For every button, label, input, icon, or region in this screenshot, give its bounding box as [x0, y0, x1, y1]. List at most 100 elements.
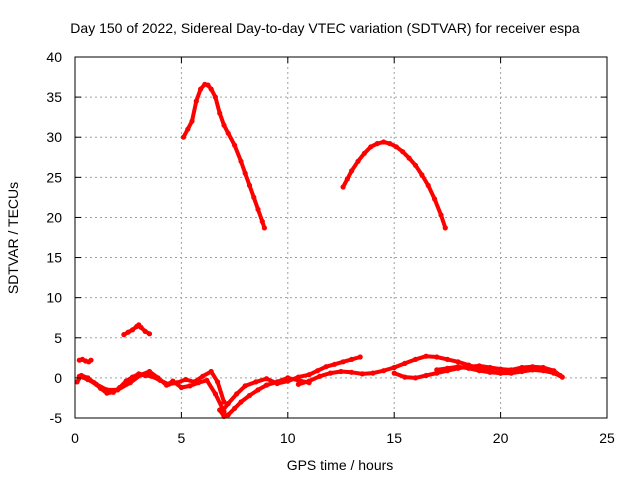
data-point: [221, 399, 227, 405]
data-point: [104, 387, 110, 393]
data-point: [219, 409, 225, 415]
data-point: [221, 122, 227, 128]
data-point: [466, 365, 472, 371]
data-point: [274, 380, 280, 387]
data-point: [246, 392, 253, 399]
data-point: [444, 356, 450, 362]
data-point: [551, 370, 557, 376]
data-point: [93, 381, 99, 387]
series-satellite-arc-high-2: [340, 139, 448, 231]
data-point: [74, 379, 80, 385]
data-point: [253, 379, 259, 385]
y-tick-label: 40: [46, 49, 62, 65]
data-point: [205, 82, 211, 88]
data-point: [368, 144, 374, 150]
x-tick-label: 10: [280, 430, 296, 446]
data-point: [242, 383, 248, 389]
data-point: [391, 370, 397, 376]
data-point: [412, 162, 419, 168]
data-point: [487, 364, 493, 371]
data-point: [361, 150, 367, 156]
data-point: [498, 366, 504, 372]
series-satellite-arc-low-7: [434, 364, 565, 380]
data-point: [178, 384, 184, 391]
data-point: [215, 379, 221, 385]
data-point: [434, 354, 440, 360]
data-point: [332, 361, 338, 367]
data-point: [261, 225, 267, 231]
data-series: [74, 81, 565, 419]
data-point: [255, 206, 261, 212]
data-point: [129, 327, 136, 333]
data-point: [85, 376, 91, 383]
data-point: [263, 382, 270, 388]
y-tick-label: 10: [46, 290, 62, 306]
data-point: [238, 158, 244, 164]
data-point: [121, 332, 127, 338]
data-point: [193, 98, 199, 104]
data-point: [327, 370, 333, 376]
data-point: [374, 141, 380, 147]
y-tick-label: 30: [46, 129, 62, 145]
data-point: [381, 368, 387, 374]
data-point: [340, 184, 346, 190]
data-point: [180, 134, 187, 140]
data-point: [508, 370, 514, 376]
data-point: [434, 367, 440, 373]
data-point: [406, 155, 412, 161]
y-axis-title: SDTVAR / TECUs: [5, 182, 21, 294]
data-point: [88, 357, 94, 363]
data-point: [315, 368, 321, 374]
data-point: [263, 376, 270, 382]
data-point: [198, 86, 204, 92]
data-point: [225, 401, 231, 407]
data-point: [246, 182, 253, 188]
y-tick-label: -5: [50, 410, 63, 426]
data-point: [212, 94, 218, 100]
data-point: [400, 149, 406, 155]
axis-ticks: 0 5 10 15 20 25 -5 0 5 10 15 20 25 30 35 40: [46, 49, 615, 446]
data-point: [251, 194, 257, 200]
data-point: [349, 168, 355, 174]
x-tick-label: 0: [71, 430, 79, 446]
y-tick-label: 0: [54, 370, 62, 386]
data-point: [423, 353, 429, 359]
y-tick-label: 15: [46, 250, 62, 266]
data-point: [183, 376, 189, 383]
data-point: [125, 329, 131, 335]
data-point: [317, 373, 323, 379]
data-point: [115, 387, 121, 393]
data-point: [391, 364, 397, 371]
y-tick-label: 35: [46, 89, 62, 105]
data-point: [208, 86, 214, 92]
data-point: [212, 391, 218, 397]
data-point: [200, 373, 206, 379]
data-point: [225, 412, 231, 418]
data-point: [225, 130, 231, 136]
y-tick-label: 25: [46, 169, 62, 185]
data-point: [306, 372, 312, 378]
data-point: [195, 380, 201, 386]
data-point: [402, 374, 408, 380]
data-point: [232, 142, 238, 148]
data-point: [498, 370, 504, 376]
data-point: [185, 126, 191, 132]
series-satellite-arc-short-b: [121, 322, 153, 338]
data-point: [146, 368, 153, 375]
data-point: [412, 375, 419, 381]
data-point: [425, 182, 431, 188]
data-point: [238, 399, 244, 405]
data-point: [370, 370, 376, 376]
data-point: [142, 328, 148, 334]
data-point: [349, 356, 355, 362]
data-point: [295, 381, 301, 387]
data-point: [189, 118, 195, 124]
data-point: [559, 374, 565, 380]
data-point: [127, 380, 133, 386]
data-point: [412, 356, 419, 362]
data-point: [138, 324, 144, 330]
data-point: [204, 377, 210, 383]
data-point: [208, 368, 214, 375]
data-point: [340, 359, 346, 365]
